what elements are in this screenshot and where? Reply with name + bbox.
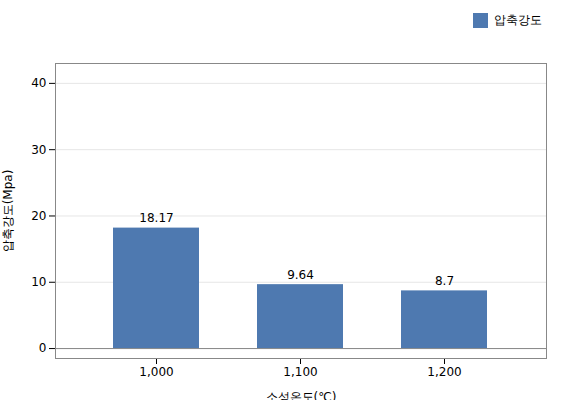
svg-text:1,200: 1,200 — [427, 365, 461, 379]
html-text:압축강도: 압축강도 — [494, 13, 542, 27]
svg-text:1,100: 1,100 — [283, 365, 317, 379]
svg-text:9.64: 9.64 — [287, 268, 314, 282]
svg-text:18.17: 18.17 — [139, 211, 173, 225]
svg-text:8.7: 8.7 — [435, 274, 454, 288]
svg-text:소성온도(℃): 소성온도(℃) — [266, 390, 337, 400]
svg-text:압축강도(Mpa): 압축강도(Mpa) — [1, 170, 15, 253]
svg-text:1,000: 1,000 — [139, 365, 173, 379]
svg-text:0: 0 — [39, 341, 47, 355]
svg-text:40: 40 — [31, 76, 46, 90]
svg-text:10: 10 — [31, 275, 46, 289]
svg-text:20: 20 — [31, 209, 46, 223]
svg-text:30: 30 — [31, 143, 46, 157]
